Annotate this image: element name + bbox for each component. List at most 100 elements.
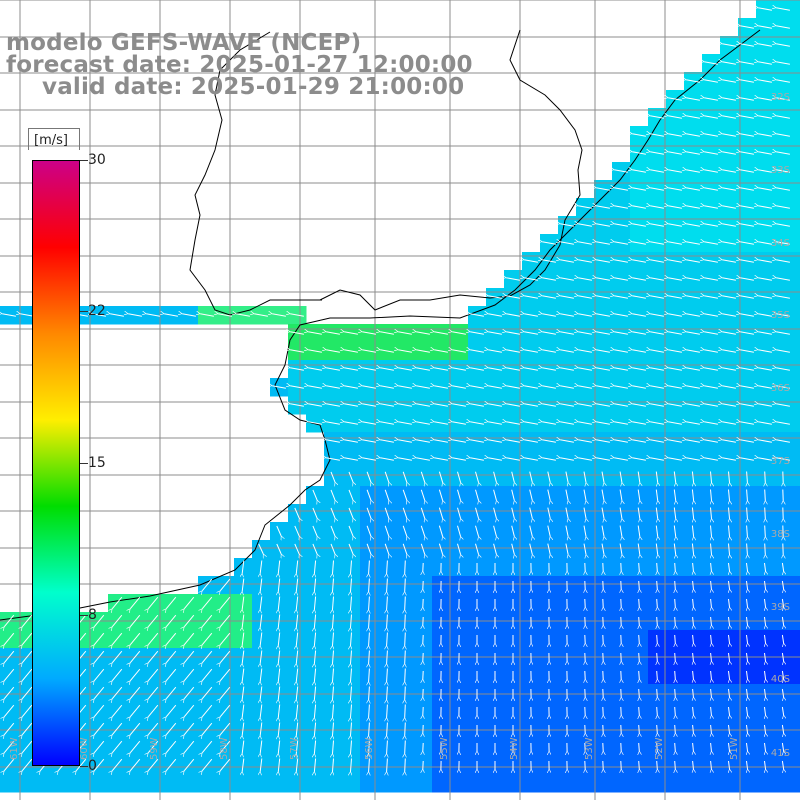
colorbar-tick-label-30: 30	[88, 152, 106, 168]
wind-vector	[639, 760, 640, 769]
wind-speed-cell	[0, 774, 19, 793]
colorbar-tick-label-15: 15	[88, 455, 106, 471]
wind-vector	[405, 722, 406, 736]
wind-vector	[675, 724, 676, 733]
wind-vector	[657, 634, 658, 643]
wind-vector	[765, 471, 766, 483]
wind-speed-cell	[684, 774, 703, 793]
wind-speed-cell	[792, 666, 800, 685]
wind-vector	[675, 598, 676, 607]
wind-speed-cell	[306, 774, 325, 793]
wind-speed-cell	[648, 774, 667, 793]
longitude-label: 52W	[654, 737, 665, 760]
wind-speed-cell	[450, 774, 469, 793]
wind-speed-cell	[792, 378, 800, 397]
colorbar-tick-label-0: 0	[88, 758, 97, 774]
wind-vector	[765, 543, 766, 555]
wind-speed-cell	[702, 774, 721, 793]
wind-vector	[405, 596, 406, 610]
wind-speed-cell	[792, 576, 800, 595]
wind-vector	[675, 580, 676, 589]
wind-vector	[675, 760, 676, 769]
longitude-label: 55W	[439, 737, 450, 760]
wind-speed-cell	[792, 522, 800, 541]
wind-vector	[405, 668, 406, 682]
wind-speed-cell	[108, 774, 127, 793]
wind-vector	[405, 614, 406, 628]
wind-vector	[405, 704, 406, 718]
colorbar-tick	[80, 160, 88, 161]
wind-vector	[675, 634, 676, 643]
wind-vector	[675, 562, 676, 571]
wind-vector	[639, 688, 640, 697]
wind-vector	[639, 580, 640, 589]
latitude-label: 32S	[771, 92, 790, 103]
colorbar-tick	[80, 766, 88, 767]
latitude-label: 33S	[771, 165, 790, 176]
wind-vector	[657, 580, 658, 589]
wind-speed-cell	[756, 774, 775, 793]
wind-speed-cell	[792, 432, 800, 451]
wind-vector	[675, 742, 676, 751]
latitude-label: 38S	[771, 529, 790, 540]
wind-speed-cell	[738, 774, 757, 793]
wind-speed-cell	[774, 774, 793, 793]
colorbar-tick	[80, 463, 88, 464]
wind-speed-cell	[90, 774, 109, 793]
wind-speed-cell	[216, 774, 235, 793]
wind-speed-cell	[72, 774, 91, 793]
latitude-label: 37S	[771, 456, 790, 467]
wind-speed-cell	[792, 396, 800, 415]
wind-vector	[675, 616, 676, 625]
colorbar-unit-label: [m/s]	[34, 133, 68, 148]
colorbar-tick-label-8: 8	[88, 607, 97, 623]
wind-vector	[675, 706, 676, 715]
latitude-label: 41S	[771, 748, 790, 759]
wind-speed-cell	[378, 774, 397, 793]
wind-speed-cell	[792, 270, 800, 289]
wind-speed-cell	[414, 774, 433, 793]
wind-speed-cell	[558, 774, 577, 793]
longitude-label: 51W	[729, 737, 740, 760]
wind-speed-cell	[792, 18, 800, 37]
wind-speed-cell	[792, 342, 800, 361]
wind-speed-cell	[792, 234, 800, 253]
longitude-label: 57W	[289, 737, 300, 760]
wind-speed-cell	[792, 756, 800, 775]
wind-speed-cell	[792, 324, 800, 343]
wind-vector	[405, 560, 406, 574]
wind-vector	[639, 634, 640, 643]
wind-vector	[639, 652, 640, 661]
wind-speed-cell	[666, 774, 685, 793]
wind-speed-cell	[792, 558, 800, 577]
wind-speed-cell	[792, 450, 800, 469]
wind-vector	[639, 706, 640, 715]
wind-speed-cell	[792, 36, 800, 55]
longitude-label: 60W	[79, 737, 90, 760]
wind-speed-cell	[540, 774, 559, 793]
wind-speed-cell	[630, 774, 649, 793]
wind-speed-cell	[198, 774, 217, 793]
wind-speed-cell	[468, 774, 487, 793]
wind-speed-cell	[126, 774, 145, 793]
wind-speed-cell	[792, 504, 800, 523]
colorbar-tick	[80, 311, 88, 312]
wind-vector	[675, 652, 676, 661]
wind-speed-cell	[522, 774, 541, 793]
wind-speed-cell	[792, 72, 800, 91]
wind-vector	[405, 632, 406, 646]
wind-speed-cell	[792, 54, 800, 73]
wind-speed-cell	[792, 720, 800, 739]
longitude-label: 56W	[364, 737, 375, 760]
longitude-label: 61W	[9, 737, 20, 760]
wind-vector	[657, 724, 658, 733]
latitude-label: 39S	[771, 602, 790, 613]
latitude-label: 35S	[771, 310, 790, 321]
wind-speed-cell	[792, 198, 800, 217]
wind-speed-cell	[792, 288, 800, 307]
wind-speed-cell	[396, 774, 415, 793]
wind-speed-cell	[162, 774, 181, 793]
wind-vector	[405, 758, 406, 772]
wind-speed-cell	[252, 774, 271, 793]
